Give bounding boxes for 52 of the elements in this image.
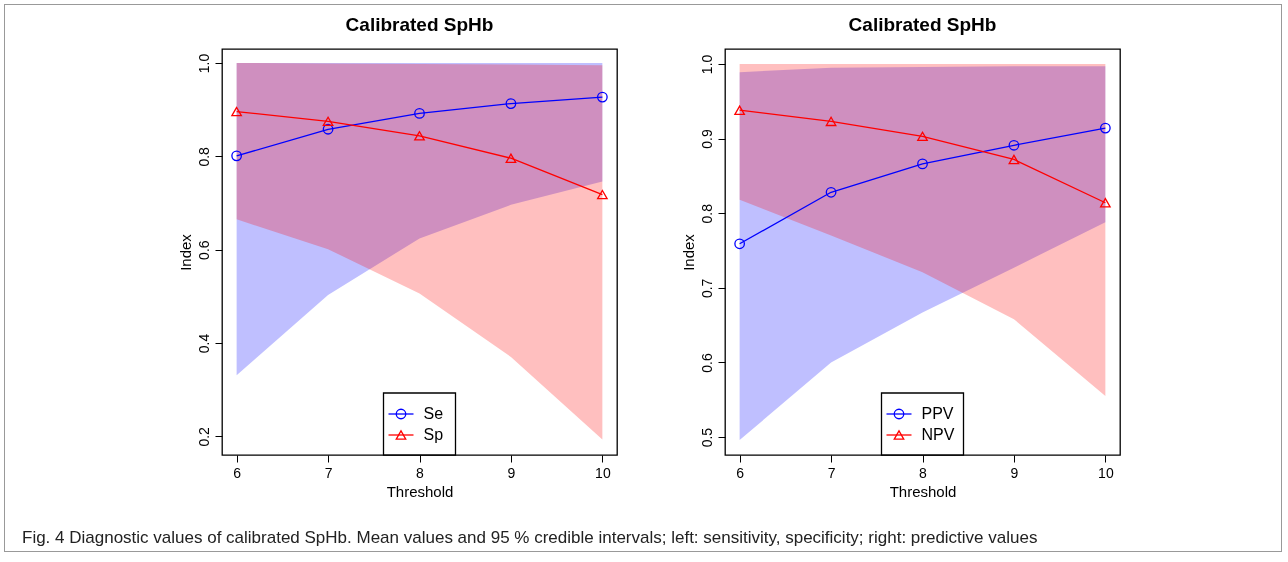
y-tick-label: 0.7 <box>698 278 715 299</box>
y-axis-title: Index <box>679 233 697 271</box>
y-tick-label: 0.6 <box>195 240 212 260</box>
x-tick-label: 9 <box>507 464 516 481</box>
point <box>734 238 746 250</box>
y-tick-label: 0.5 <box>698 427 715 448</box>
x-tick-label: 6 <box>233 464 242 481</box>
y-tick-label: 0.8 <box>698 203 715 224</box>
point <box>1008 154 1020 165</box>
x-tick-label: 6 <box>736 464 745 481</box>
point <box>414 108 425 119</box>
legend-label: NPV <box>921 426 955 443</box>
y-tick-label: 1.0 <box>195 53 212 74</box>
point <box>322 123 334 135</box>
x-tick-label: 7 <box>324 464 333 481</box>
y-tick-label: 0.6 <box>698 353 715 373</box>
x-tick-label: 9 <box>1010 464 1019 481</box>
point <box>825 186 837 198</box>
point <box>596 91 608 103</box>
point <box>1099 122 1111 134</box>
chart-title: Calibrated SpHb <box>848 14 997 35</box>
point <box>322 116 334 127</box>
y-tick-label: 0.2 <box>195 426 212 447</box>
y-tick-label: 0.8 <box>195 146 212 167</box>
point <box>917 131 928 142</box>
point <box>231 150 243 162</box>
x-tick-label: 7 <box>827 464 836 481</box>
y-tick-label: 0.9 <box>698 129 715 149</box>
x-axis-title: Threshold <box>386 482 454 500</box>
y-tick-label: 1.0 <box>698 54 715 75</box>
chart-title: Calibrated SpHb <box>345 14 494 35</box>
point <box>596 189 608 200</box>
legend-label: PPV <box>921 405 954 422</box>
x-tick-label: 8 <box>416 464 425 481</box>
y-axis-title: Index <box>176 233 194 271</box>
x-axis-title: Threshold <box>889 482 957 500</box>
y-tick-label: 0.4 <box>195 333 212 354</box>
caption: Fig. 4 Diagnostic values of calibrated SpHb. Mean values and 95 % credible intervals; left: sensitivity, specificity; right: predictive values <box>22 528 1038 548</box>
point <box>231 106 243 117</box>
point <box>1008 139 1020 151</box>
legend-label: Se <box>423 405 444 422</box>
point <box>505 98 517 109</box>
x-tick-label: 8 <box>919 464 928 481</box>
point <box>1099 197 1111 208</box>
x-tick-label: 10 <box>1098 464 1114 481</box>
point <box>505 153 517 163</box>
point <box>734 105 746 115</box>
legend-label: Sp <box>423 426 444 443</box>
point <box>917 158 928 170</box>
point <box>414 131 425 141</box>
x-tick-label: 10 <box>595 464 611 481</box>
point <box>825 116 837 127</box>
